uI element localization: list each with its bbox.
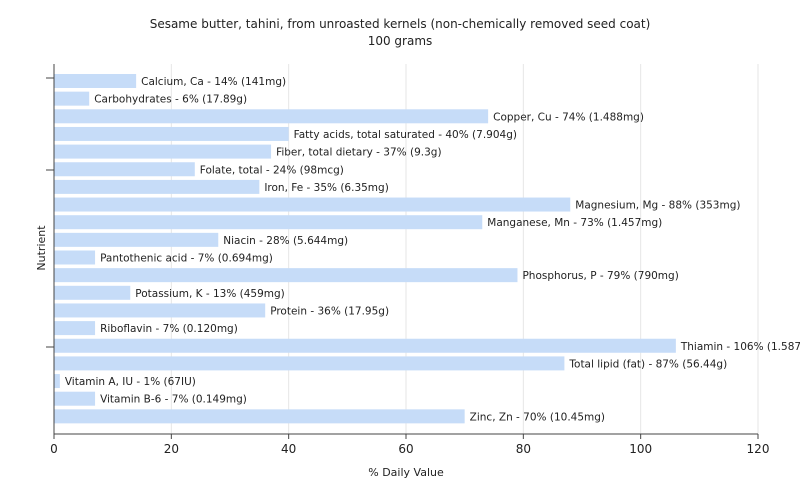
bar (54, 303, 266, 318)
x-tick-label: 120 (747, 442, 770, 456)
x-tick-label: 40 (281, 442, 296, 456)
bar (54, 109, 489, 124)
bar-label: Total lipid (fat) - 87% (56.44g) (568, 358, 727, 370)
bar-label: Riboflavin - 7% (0.120mg) (100, 323, 238, 335)
bar-label: Magnesium, Mg - 88% (353mg) (575, 200, 740, 212)
bar-label: Niacin - 28% (5.644mg) (223, 235, 348, 247)
x-tick-label: 80 (516, 442, 531, 456)
bar (54, 144, 272, 159)
x-tick-label: 100 (629, 442, 652, 456)
bar-label: Thiamin - 106% (1.587mg) (680, 341, 800, 353)
x-tick-label: 20 (164, 442, 179, 456)
bar-label: Fatty acids, total saturated - 40% (7.90… (294, 129, 517, 141)
chart-subtitle: 100 grams (367, 34, 433, 48)
bar-label: Carbohydrates - 6% (17.89g) (94, 94, 247, 106)
bar-label: Manganese, Mn - 73% (1.457mg) (487, 217, 662, 229)
bar-label: Protein - 36% (17.95g) (270, 305, 389, 317)
bar-label: Vitamin A, IU - 1% (67IU) (65, 376, 196, 388)
grid (170, 64, 759, 434)
bar (54, 285, 131, 300)
bar-label: Potassium, K - 13% (459mg) (135, 288, 285, 300)
bar (54, 232, 219, 247)
bar (54, 215, 483, 230)
bar (54, 179, 260, 194)
bars: Calcium, Ca - 14% (141mg) Carbohydrates -… (54, 74, 800, 424)
x-tick-label: 60 (398, 442, 413, 456)
bar (54, 268, 518, 283)
x-tick-label: 0 (50, 442, 58, 456)
y-axis-title: Nutrient (35, 225, 48, 271)
bar (54, 91, 90, 106)
x-axis-title: % Daily Value (368, 466, 444, 479)
bar (54, 356, 565, 371)
chart-title: Sesame butter, tahini, from unroasted ke… (149, 17, 651, 31)
bar (54, 338, 676, 353)
bar (54, 162, 195, 177)
bar-label: Phosphorus, P - 79% (790mg) (522, 270, 678, 282)
bar (54, 197, 571, 212)
bar (54, 126, 289, 141)
bar (54, 250, 96, 265)
bar (54, 409, 465, 424)
bar-label: Calcium, Ca - 14% (141mg) (141, 76, 286, 88)
bar-label: Pantothenic acid - 7% (0.694mg) (100, 253, 273, 265)
bar (54, 74, 137, 88)
bar-label: Fiber, total dietary - 37% (9.3g) (276, 147, 441, 159)
bar (54, 321, 96, 336)
bar (54, 391, 96, 406)
bar-label: Iron, Fe - 35% (6.35mg) (264, 182, 388, 194)
bar (54, 374, 60, 389)
bar-label: Zinc, Zn - 70% (10.45mg) (470, 411, 605, 423)
bar-label: Copper, Cu - 74% (1.488mg) (493, 111, 644, 123)
bar-label: Vitamin B-6 - 7% (0.149mg) (100, 394, 247, 406)
bar-label: Folate, total - 24% (98mcg) (200, 164, 344, 176)
axes: 0 20 40 60 80 100 120 (46, 64, 769, 456)
